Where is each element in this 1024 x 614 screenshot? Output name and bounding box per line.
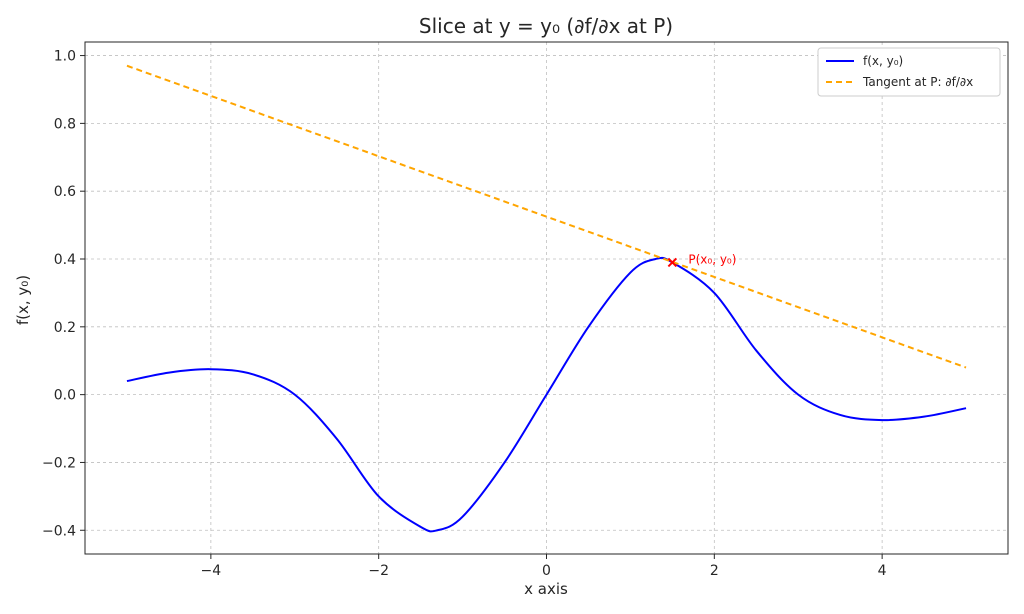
x-tick-label: 4 — [878, 563, 887, 579]
series-line-tangent — [126, 64, 967, 369]
y-tick-label: 0.4 — [54, 252, 76, 268]
x-tick-label: −4 — [201, 563, 222, 579]
x-axis-label: x axis — [524, 580, 568, 598]
legend-frame — [817, 47, 1001, 97]
legend-label-f: f(x, y₀) — [863, 54, 903, 68]
y-tick-label: −0.2 — [42, 455, 76, 471]
y-tick-label: 0.2 — [54, 320, 76, 336]
series-layer — [126, 64, 967, 533]
point-p-marker — [667, 257, 678, 268]
y-tick-label: 0.6 — [54, 184, 76, 200]
x-tick-label: 0 — [542, 563, 551, 579]
y-axis-label: f(x, y₀) — [14, 275, 32, 325]
x-tick-label: −2 — [368, 563, 389, 579]
legend-label-tangent: Tangent at P: ∂f/∂x — [862, 75, 973, 89]
legend: f(x, y₀) Tangent at P: ∂f/∂x — [817, 47, 1001, 97]
points-layer: P(x₀, y₀) — [667, 252, 736, 268]
point-p-label: P(x₀, y₀) — [688, 252, 736, 266]
chart-title: Slice at y = y₀ (∂f/∂x at P) — [419, 14, 673, 38]
x-tick-label: 2 — [710, 563, 719, 579]
series-line-f — [126, 256, 967, 533]
y-tick-label: 0.8 — [54, 116, 76, 132]
y-tick-label: −0.4 — [42, 523, 76, 539]
y-tick-label: 1.0 — [54, 49, 76, 65]
x-ticks: −4 −2 0 2 4 — [201, 554, 887, 579]
y-ticks: −0.4 −0.2 0.0 0.2 0.4 0.6 0.8 1.0 — [42, 49, 85, 539]
y-tick-label: 0.0 — [54, 388, 76, 404]
